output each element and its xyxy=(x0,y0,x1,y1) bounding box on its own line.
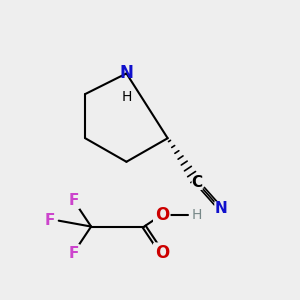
Text: N: N xyxy=(214,201,227,216)
Text: H: H xyxy=(192,208,202,222)
Text: H: H xyxy=(121,90,132,104)
Text: O: O xyxy=(155,244,169,262)
Text: F: F xyxy=(45,213,55,228)
Text: O: O xyxy=(155,206,169,224)
Text: N: N xyxy=(119,64,134,82)
Text: F: F xyxy=(68,193,79,208)
Text: F: F xyxy=(68,246,79,261)
Text: C: C xyxy=(191,175,203,190)
